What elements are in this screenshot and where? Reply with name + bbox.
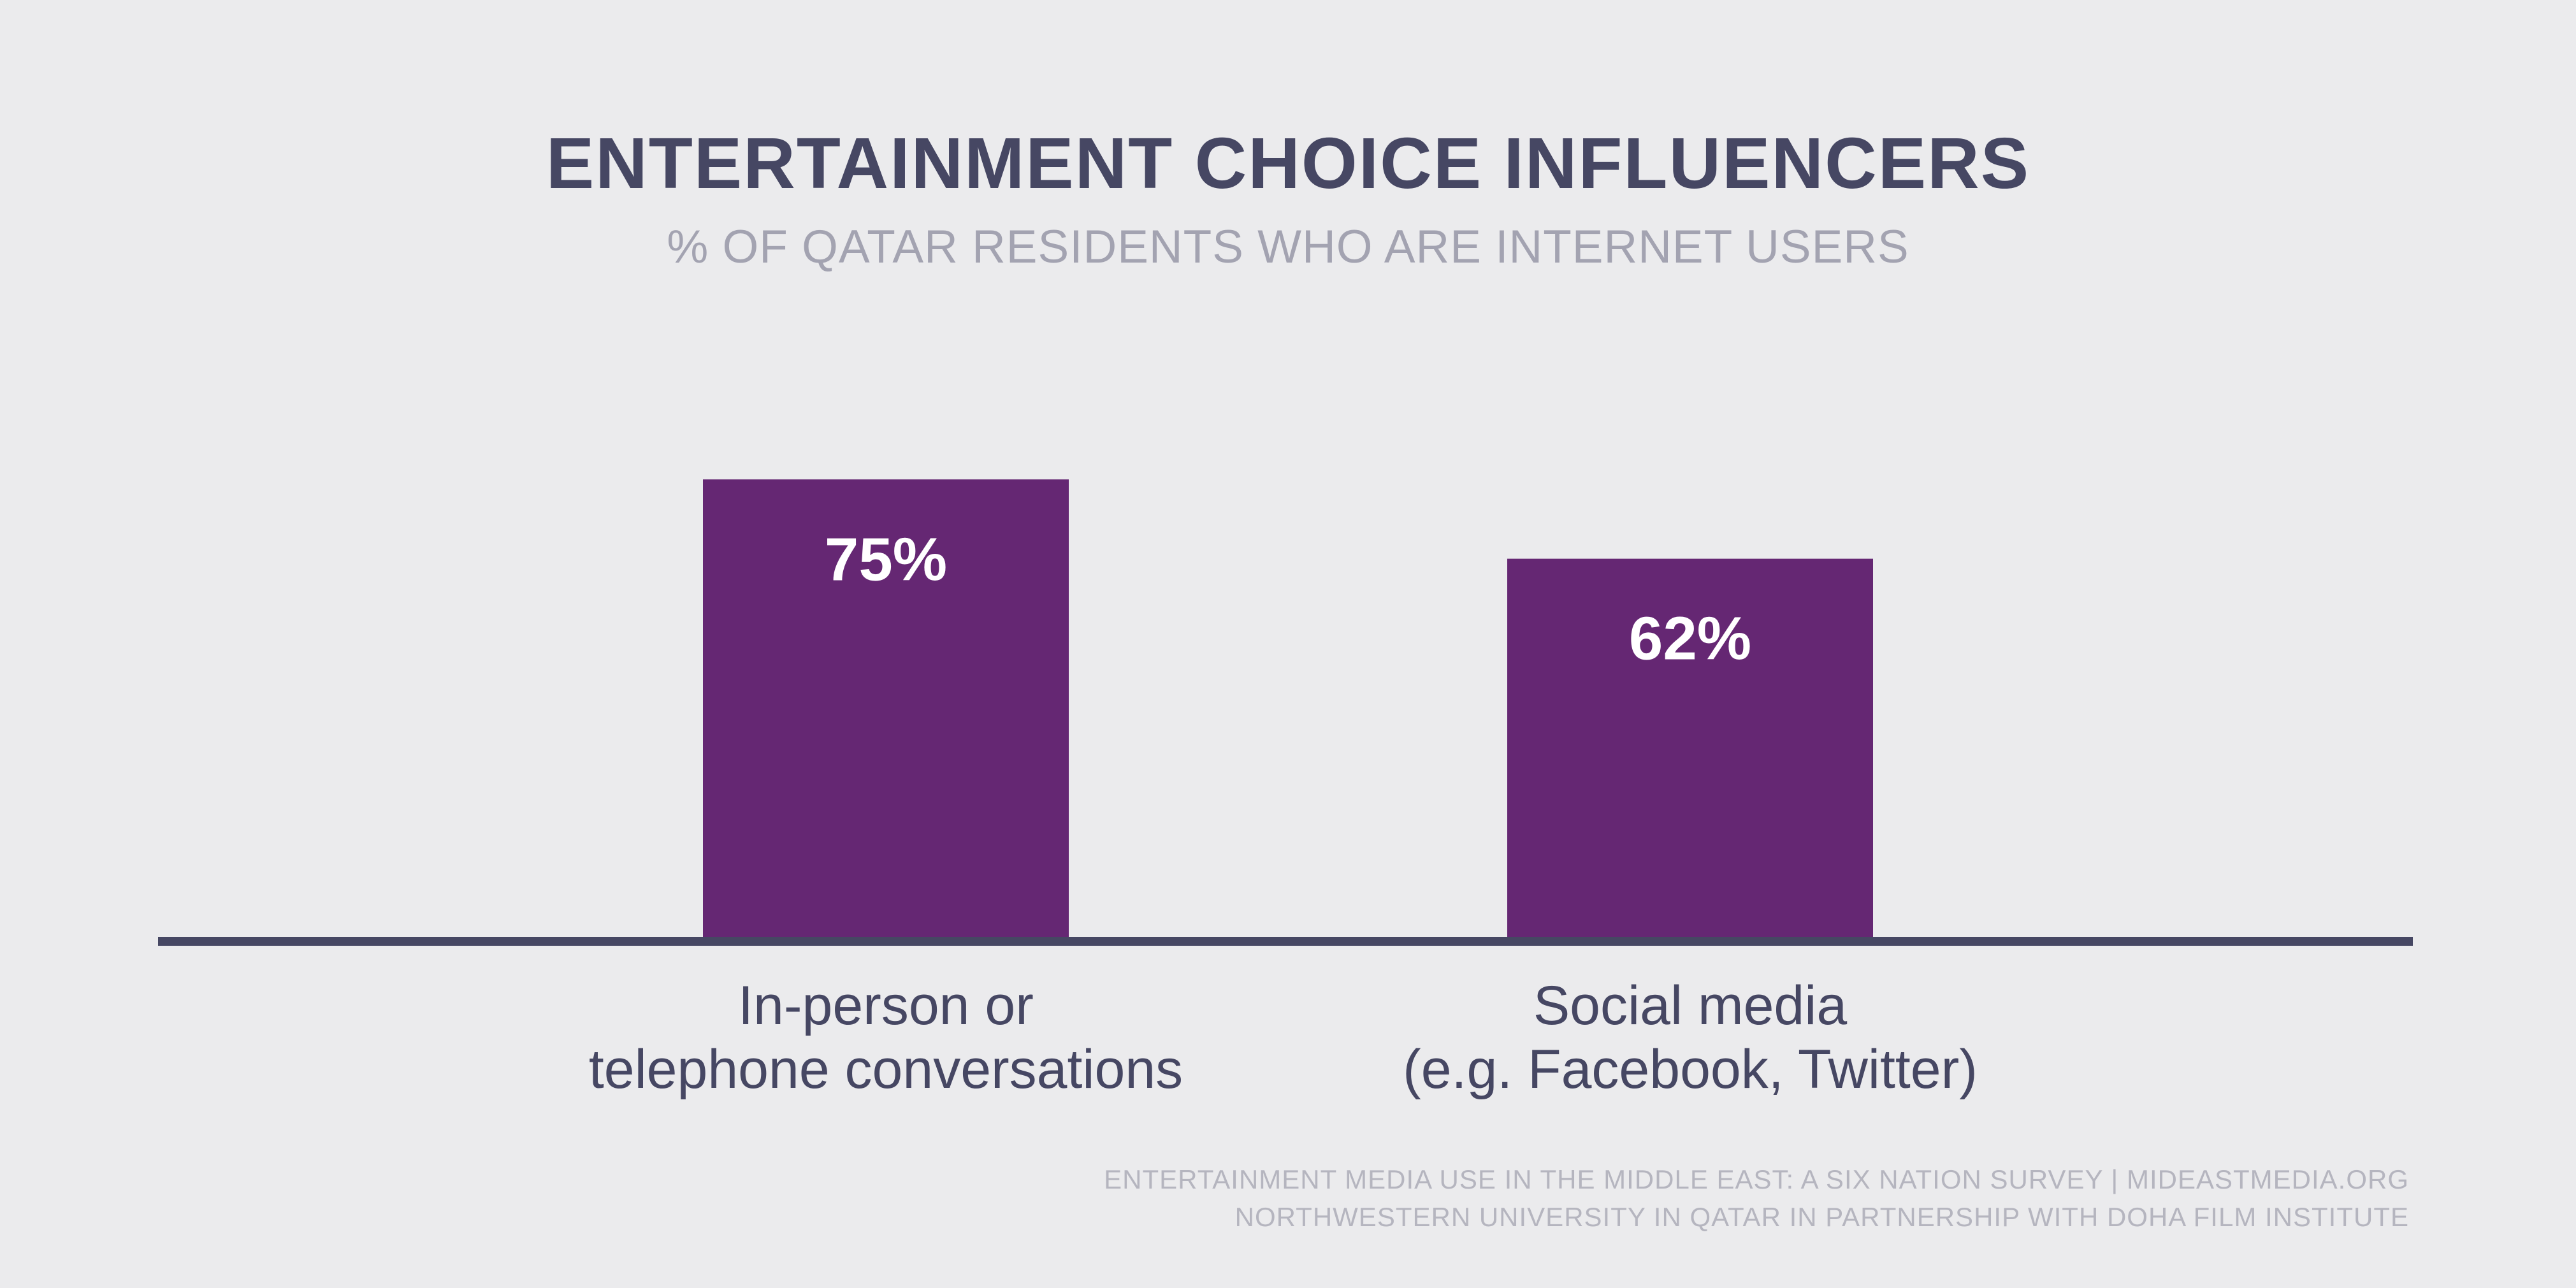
bar-2: [1507, 558, 1873, 937]
bar-1: [703, 479, 1069, 937]
source-line-2: NORTHWESTERN UNIVERSITY IN QATAR IN PART…: [1235, 1202, 2409, 1232]
category-label-1-line-2: telephone conversations: [589, 1039, 1183, 1100]
bar-value-label-2: 62%: [1629, 605, 1751, 673]
category-label-1-line-1: In-person or: [738, 975, 1034, 1036]
bar-value-label-1: 75%: [825, 525, 947, 593]
bars-group: 75% 62%: [703, 479, 1873, 937]
source-line-1: ENTERTAINMENT MEDIA USE IN THE MIDDLE EA…: [1104, 1164, 2409, 1194]
category-label-2-line-2: (e.g. Facebook, Twitter): [1403, 1039, 1978, 1100]
category-label-2-line-1: Social media: [1533, 975, 1848, 1036]
chart-title: ENTERTAINMENT CHOICE INFLUENCERS: [546, 123, 2030, 203]
chart-subtitle: % OF QATAR RESIDENTS WHO ARE INTERNET US…: [667, 221, 1909, 273]
